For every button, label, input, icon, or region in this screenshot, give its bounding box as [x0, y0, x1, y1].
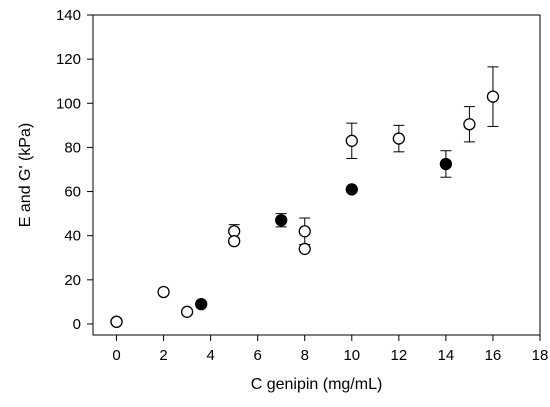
filled-data-point: [345, 183, 358, 196]
x-axis-title: C genipin (mg/mL): [251, 376, 383, 393]
x-tick-label: 8: [301, 347, 309, 364]
x-tick-label: 2: [159, 347, 167, 364]
open-data-point: [228, 235, 241, 248]
open-data-point: [180, 305, 194, 318]
x-tick-label: 16: [485, 347, 502, 364]
y-tick-label: 80: [64, 139, 81, 156]
y-tick-label: 40: [64, 228, 81, 245]
x-tick-label: 14: [438, 347, 455, 364]
open-data-point: [463, 118, 476, 131]
open-data-point: [157, 285, 170, 299]
x-tick-label: 4: [206, 347, 214, 364]
x-tick-label: 18: [532, 347, 549, 364]
filled-data-point: [275, 214, 288, 227]
y-tick-label: 120: [56, 51, 81, 68]
open-data-point: [345, 134, 358, 147]
plot-frame: [92, 14, 541, 336]
open-data-point: [486, 90, 500, 103]
y-axis-title: E and G' (kPa): [17, 123, 34, 227]
x-tick-label: 12: [390, 347, 407, 364]
y-tick-label: 60: [64, 184, 81, 201]
data-points: [110, 90, 500, 328]
y-axis-ticks: 0 20 40 60 80 100 120 140: [56, 7, 93, 333]
open-data-point: [298, 242, 311, 256]
open-data-point: [110, 315, 123, 328]
x-axis-ticks: 0 2 4 6 8 10 12 14 16 18: [112, 335, 548, 364]
y-tick-label: 0: [73, 316, 81, 333]
y-tick-label: 100: [56, 95, 81, 112]
y-tick-label: 20: [64, 272, 81, 289]
x-tick-label: 6: [254, 347, 262, 364]
x-tick-label: 0: [112, 347, 120, 364]
plot-border: [92, 14, 541, 336]
x-tick-label: 10: [343, 347, 360, 364]
filled-data-point: [439, 157, 453, 171]
open-data-point: [392, 132, 405, 145]
error-bars: [228, 66, 499, 246]
open-data-point: [298, 225, 311, 238]
y-tick-label: 140: [56, 7, 81, 24]
filled-data-point: [195, 297, 208, 311]
